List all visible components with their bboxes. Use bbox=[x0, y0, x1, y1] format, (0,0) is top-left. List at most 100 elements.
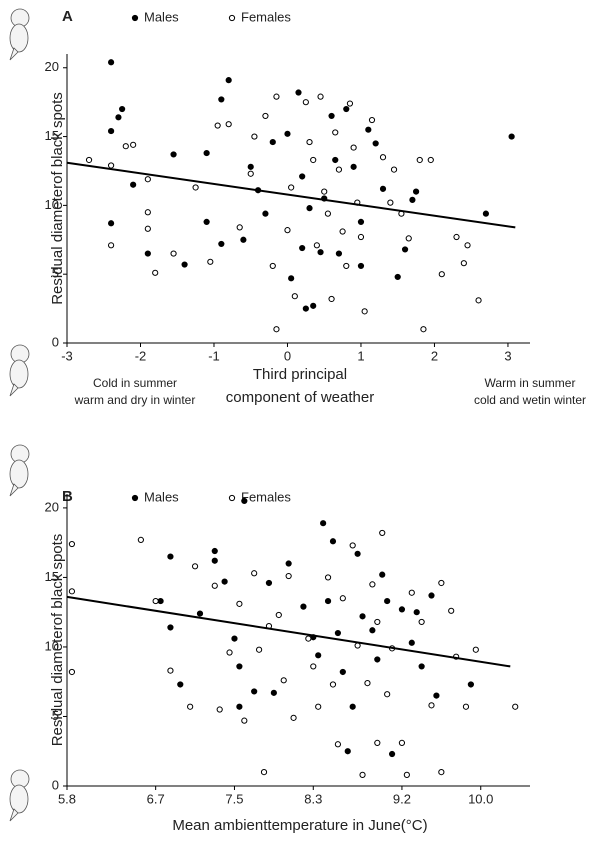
x-tick-label: 10.0 bbox=[468, 791, 493, 806]
point bbox=[427, 156, 434, 164]
regression-line bbox=[66, 161, 516, 229]
legend-label: Males bbox=[144, 9, 179, 24]
point bbox=[467, 681, 474, 688]
point bbox=[374, 618, 381, 626]
point bbox=[218, 240, 225, 248]
point bbox=[122, 143, 129, 150]
point bbox=[192, 184, 199, 191]
point bbox=[320, 520, 327, 527]
point bbox=[315, 652, 322, 659]
point bbox=[408, 589, 415, 596]
point bbox=[408, 639, 415, 646]
point bbox=[512, 703, 519, 710]
point bbox=[273, 326, 280, 333]
point bbox=[130, 141, 137, 148]
point bbox=[482, 210, 490, 217]
axis-note: Warm in summer bbox=[485, 376, 576, 390]
x-tick-label: 5.8 bbox=[58, 791, 76, 806]
point bbox=[115, 114, 122, 121]
point bbox=[284, 130, 291, 137]
y-tick-label: 10 bbox=[45, 638, 59, 653]
point bbox=[231, 635, 238, 642]
point bbox=[191, 563, 199, 570]
point bbox=[364, 680, 371, 687]
y-tick-label: 20 bbox=[45, 59, 59, 74]
point bbox=[299, 173, 306, 180]
x-axis-label: Third principal bbox=[253, 366, 347, 383]
legend-marker bbox=[131, 494, 139, 502]
point bbox=[374, 656, 381, 663]
point bbox=[302, 99, 309, 106]
point bbox=[107, 59, 115, 66]
x-tick-label: -1 bbox=[208, 348, 220, 363]
point bbox=[384, 597, 391, 605]
legend-marker bbox=[228, 14, 236, 22]
point bbox=[398, 606, 406, 613]
point bbox=[339, 595, 346, 602]
point bbox=[418, 663, 425, 670]
x-axis-label: component of weather bbox=[226, 389, 374, 406]
regression-line bbox=[66, 595, 511, 668]
x-tick-label: 6.7 bbox=[147, 791, 165, 806]
point bbox=[285, 572, 292, 580]
point bbox=[68, 668, 76, 676]
point bbox=[170, 250, 177, 257]
point bbox=[299, 244, 306, 252]
point bbox=[472, 646, 479, 653]
point bbox=[157, 597, 164, 605]
point bbox=[107, 127, 115, 135]
point bbox=[302, 305, 309, 312]
point bbox=[310, 302, 317, 309]
point bbox=[317, 249, 324, 256]
legend-marker bbox=[131, 14, 139, 22]
point bbox=[409, 196, 416, 203]
point bbox=[285, 560, 292, 567]
point bbox=[390, 166, 398, 173]
point bbox=[137, 536, 144, 543]
point bbox=[310, 156, 317, 164]
x-tick-label: 7.5 bbox=[225, 791, 243, 806]
point bbox=[379, 185, 387, 192]
point bbox=[388, 750, 396, 758]
point bbox=[305, 635, 312, 642]
point bbox=[211, 557, 218, 564]
point bbox=[315, 703, 322, 710]
point bbox=[203, 218, 210, 225]
point bbox=[167, 624, 174, 631]
x-tick-label: 2 bbox=[431, 348, 438, 363]
y-tick-label: 20 bbox=[45, 499, 59, 514]
point bbox=[295, 89, 302, 96]
y-axis-label: Residual diameterof black spots bbox=[49, 92, 66, 305]
point bbox=[428, 702, 435, 709]
point bbox=[269, 262, 276, 270]
point bbox=[328, 295, 335, 303]
point bbox=[236, 663, 243, 670]
legend-label: Females bbox=[241, 9, 291, 24]
point bbox=[438, 579, 445, 587]
point bbox=[211, 582, 218, 589]
point bbox=[225, 121, 232, 128]
point bbox=[144, 176, 151, 183]
x-tick-label: 9.2 bbox=[393, 791, 411, 806]
point bbox=[144, 250, 151, 257]
legend-label: Males bbox=[144, 489, 179, 504]
axis-note: cold and wetin winter bbox=[474, 393, 586, 407]
point bbox=[152, 269, 159, 276]
axis-note: warm and dry in winter bbox=[74, 393, 196, 407]
point bbox=[365, 126, 372, 133]
point bbox=[269, 138, 276, 146]
y-tick-label: 0 bbox=[52, 777, 59, 792]
point bbox=[187, 703, 194, 710]
point bbox=[334, 741, 342, 748]
point bbox=[218, 96, 225, 103]
y-tick-label: 10 bbox=[45, 197, 59, 212]
point bbox=[306, 138, 313, 146]
point bbox=[310, 663, 317, 670]
owl-icon bbox=[9, 769, 30, 822]
point bbox=[247, 170, 254, 177]
point bbox=[384, 691, 391, 698]
point bbox=[240, 236, 247, 243]
point bbox=[428, 592, 435, 599]
point bbox=[350, 163, 357, 170]
point bbox=[236, 600, 243, 607]
